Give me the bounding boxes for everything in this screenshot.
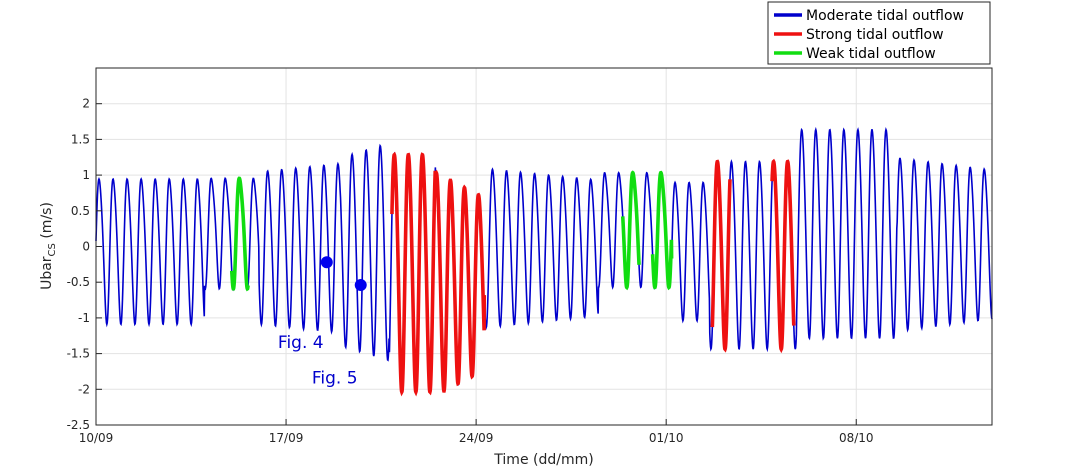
- y-tick-label: 0.5: [71, 204, 90, 218]
- y-tick-label: -2.5: [67, 418, 90, 432]
- figure-annotation: Fig. 4: [278, 333, 324, 353]
- marked-point: [320, 256, 333, 269]
- y-tick-label: 2: [82, 97, 90, 111]
- figure-annotation: Fig. 5: [312, 369, 358, 389]
- series-line-strong: [770, 158, 796, 354]
- figure-annotations: Fig. 4 Fig. 5: [278, 333, 358, 389]
- legend: Moderate tidal outflow Strong tidal outfl…: [767, 1, 991, 65]
- series-line-weak: [620, 170, 641, 291]
- y-tick-label: 1.5: [71, 132, 90, 146]
- x-axis-ticks: 10/09 17/09 24/09 01/10 08/10: [79, 419, 874, 445]
- legend-entry: Strong tidal outflow: [806, 27, 944, 43]
- series-line-weak: [650, 170, 674, 291]
- x-tick-label: 08/10: [839, 431, 874, 445]
- y-tick-label: -1: [78, 311, 90, 325]
- y-tick-label: -0.5: [67, 275, 90, 289]
- x-tick-label: 01/10: [649, 431, 684, 445]
- x-tick-label: 24/09: [459, 431, 494, 445]
- x-axis-label: Time (dd/mm): [493, 452, 593, 468]
- series-line-strong: [710, 159, 732, 353]
- y-tick-label: -1.5: [67, 347, 90, 361]
- y-axis-label-unit: (m/s): [39, 202, 55, 243]
- y-tick-label: 1: [82, 168, 90, 182]
- y-tick-label: 0: [82, 240, 90, 254]
- x-tick-label: 17/09: [269, 431, 304, 445]
- series-lines: [95, 126, 993, 397]
- marked-points: [320, 256, 367, 292]
- legend-entry: Moderate tidal outflow: [806, 8, 964, 24]
- series-line-strong: [390, 151, 487, 397]
- y-axis-ticks: -2.5 -2 -1.5 -1 -0.5 0 0.5 1 1.5 2: [67, 97, 102, 432]
- y-axis-label-subscript: CS: [47, 243, 58, 256]
- legend-box: [767, 1, 991, 65]
- marked-point: [354, 279, 367, 292]
- y-axis-label-main: Ubar: [39, 256, 55, 290]
- y-axis-label: UbarCS (m/s): [39, 202, 58, 290]
- x-tick-label: 10/09: [79, 431, 114, 445]
- y-tick-label: -2: [78, 382, 90, 396]
- legend-entry: Weak tidal outflow: [806, 46, 936, 62]
- series-line-weak: [229, 176, 250, 292]
